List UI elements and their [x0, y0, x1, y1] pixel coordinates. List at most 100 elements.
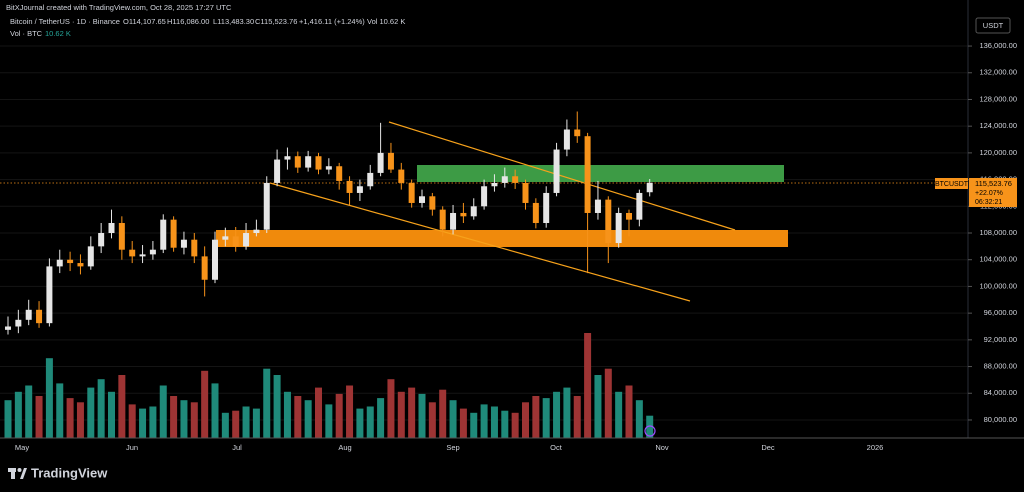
volume-title: Vol · BTC [10, 29, 43, 38]
volume-bar [356, 408, 364, 438]
candle-body [543, 192, 550, 223]
candle-body [253, 229, 260, 234]
candle-body [25, 309, 32, 320]
volume-bar [501, 410, 509, 438]
volume-bar [646, 415, 654, 438]
y-tick-label: 120,000.00 [979, 148, 1017, 157]
volume-bar [252, 408, 260, 438]
candle-body [563, 129, 570, 150]
x-tick-label: Aug [338, 443, 351, 452]
trend-line [388, 121, 736, 231]
volume-bar [232, 410, 240, 438]
y-tick-label: 84,000.00 [984, 388, 1017, 397]
volume-bar [625, 385, 633, 438]
volume-bar [553, 391, 561, 438]
y-tick-label: 96,000.00 [984, 308, 1017, 317]
volume-bar [346, 385, 354, 438]
x-tick-label: May [15, 443, 29, 452]
event-icon[interactable] [644, 425, 656, 437]
candle-body [5, 326, 11, 330]
volume-bar [635, 400, 643, 438]
volume-bar [190, 402, 198, 438]
volume-bar [87, 387, 95, 438]
ohlc-close: C115,523.76 [255, 17, 297, 26]
y-tick-label: 136,000.00 [979, 41, 1017, 50]
volume-bar [242, 406, 250, 438]
volume-bar [387, 379, 395, 438]
resistance-zone [417, 165, 784, 182]
candle-body [636, 192, 643, 220]
volume-bar [594, 375, 602, 438]
x-tick-label: Dec [761, 443, 775, 452]
y-tick-label: 92,000.00 [984, 335, 1017, 344]
candle-body [626, 212, 632, 220]
volume-bar [377, 398, 385, 438]
candle-body [646, 182, 653, 193]
volume-bar [283, 391, 291, 438]
candle-body [108, 222, 115, 234]
candle-body [377, 152, 384, 173]
x-tick-label: 2026 [867, 443, 884, 452]
volume-bar [180, 400, 188, 438]
candle-body [129, 249, 136, 257]
candle-body [584, 136, 591, 213]
volume-bar [418, 393, 426, 438]
candle-body [243, 233, 250, 247]
volume-bar [408, 387, 416, 438]
candle-body [594, 199, 601, 213]
volume-bar [108, 391, 115, 438]
candle-body [232, 236, 239, 247]
x-tick-label: Jun [126, 443, 138, 452]
candle-body [118, 222, 125, 250]
volume-bar [76, 402, 84, 438]
volume-bar [263, 368, 271, 438]
y-tick-label: 104,000.00 [979, 255, 1017, 264]
y-tick-label: 108,000.00 [979, 228, 1017, 237]
candle-body [67, 259, 74, 264]
candle-body [481, 186, 488, 207]
volume-bar [335, 393, 343, 438]
ohlc-high: H116,086.00 [167, 17, 209, 26]
candle-body [139, 254, 146, 257]
ohlc-open: O114,107.65 [123, 17, 166, 26]
y-tick-label: 100,000.00 [979, 281, 1017, 290]
candle-body [429, 196, 436, 210]
candle-body [522, 182, 529, 203]
credit: BitXJournal created with TradingView.com… [6, 3, 232, 12]
price-tag [969, 178, 1017, 207]
y-tick-label: 80,000.00 [984, 415, 1017, 424]
x-axis: May Jun Jul Aug Sep Oct Nov Dec 2026 [15, 443, 883, 452]
volume-bar [56, 383, 64, 438]
volume-bar [45, 358, 53, 438]
symbol: Bitcoin / TetherUS · 1D · Binance [10, 17, 120, 26]
candle-body [532, 202, 539, 223]
candle-body [325, 166, 332, 170]
volume-bar [170, 396, 178, 438]
change: +22.07% [975, 190, 1003, 197]
candle-body [46, 266, 53, 324]
candle-body [346, 180, 353, 193]
volume-bar [439, 389, 447, 438]
volume-bar [294, 396, 302, 438]
candle-body [336, 166, 343, 181]
candle-body [294, 156, 301, 168]
ohlc-change: +1,416.11 (+1.24%) [299, 17, 365, 26]
volume-bar [149, 406, 157, 438]
candle-body [170, 219, 177, 248]
candle-body [387, 152, 394, 170]
brand: TradingView [31, 465, 108, 480]
candle-body [470, 206, 477, 217]
x-tick-label: Sep [446, 443, 459, 452]
volume-bar [480, 404, 488, 438]
candle-body [491, 182, 498, 187]
y-tick-label: 132,000.00 [979, 68, 1017, 77]
volume-bar [97, 379, 105, 438]
candle-body [274, 159, 281, 183]
candle-body [450, 212, 457, 230]
candle-body [605, 199, 612, 244]
candle-body [553, 149, 560, 193]
ohlc-low: L113,483.30 [213, 17, 254, 26]
volume-bar [542, 398, 550, 438]
volume-bar [470, 412, 478, 438]
currency-box[interactable] [975, 17, 1011, 34]
